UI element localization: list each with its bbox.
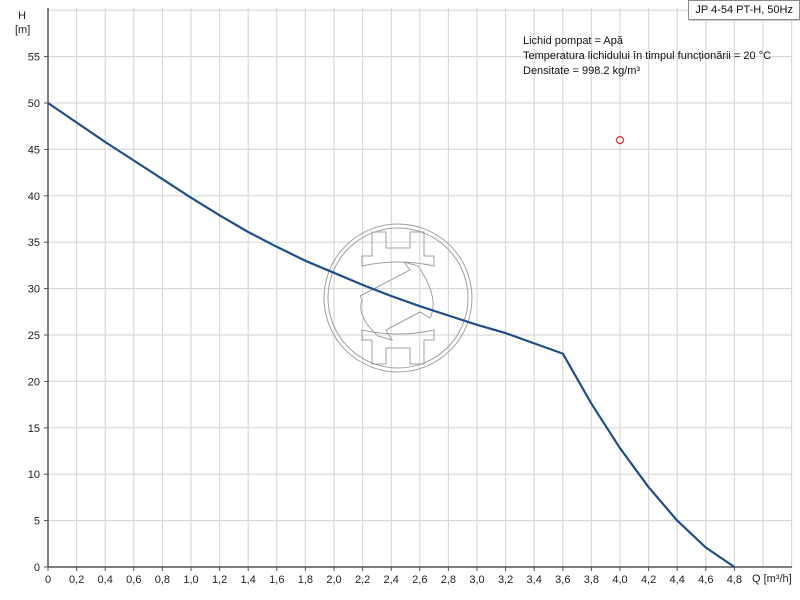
svg-text:4,6: 4,6 bbox=[698, 574, 713, 586]
svg-text:0,2: 0,2 bbox=[69, 574, 84, 586]
y-axis-tick-labels: 0 5 10 15 20 25 30 35 40 45 50 55 bbox=[28, 52, 40, 574]
svg-text:0,4: 0,4 bbox=[98, 574, 113, 586]
svg-text:4,8: 4,8 bbox=[727, 574, 742, 586]
svg-text:3,2: 3,2 bbox=[498, 574, 513, 586]
svg-text:4,4: 4,4 bbox=[670, 574, 685, 586]
svg-text:30: 30 bbox=[28, 284, 40, 296]
svg-text:1,0: 1,0 bbox=[183, 574, 198, 586]
info-temperature: Temperatura lichidului în timpul funcțio… bbox=[523, 50, 771, 62]
svg-text:0: 0 bbox=[45, 574, 51, 586]
svg-text:2,4: 2,4 bbox=[384, 574, 399, 586]
svg-text:1,8: 1,8 bbox=[298, 574, 313, 586]
legend-label: JP 4-54 PT-H, 50Hz bbox=[695, 4, 793, 16]
svg-text:2,0: 2,0 bbox=[326, 574, 341, 586]
svg-text:4,0: 4,0 bbox=[612, 574, 627, 586]
pump-curve-line bbox=[47, 102, 736, 568]
x-axis-tick-labels: 0 0,2 0,4 0,6 0,8 1,0 1,2 1,4 1,6 1,8 2,0 2,2 2,4 2,6… bbox=[45, 574, 742, 586]
svg-text:35: 35 bbox=[28, 237, 40, 249]
axes bbox=[44, 8, 792, 571]
y-axis-title: H bbox=[18, 10, 26, 22]
info-liquid: Lichid pompat = Apă bbox=[523, 35, 624, 47]
svg-text:3,6: 3,6 bbox=[555, 574, 570, 586]
svg-text:1,6: 1,6 bbox=[269, 574, 284, 586]
svg-text:3,8: 3,8 bbox=[584, 574, 599, 586]
svg-text:10: 10 bbox=[28, 469, 40, 481]
svg-text:3,4: 3,4 bbox=[527, 574, 542, 586]
svg-text:25: 25 bbox=[28, 330, 40, 342]
info-density: Densitate = 998.2 kg/m³ bbox=[523, 65, 640, 77]
svg-text:50: 50 bbox=[28, 98, 40, 110]
svg-text:2,2: 2,2 bbox=[355, 574, 370, 586]
svg-text:20: 20 bbox=[28, 376, 40, 388]
svg-text:45: 45 bbox=[28, 144, 40, 156]
operating-point-marker[interactable] bbox=[615, 136, 625, 145]
svg-text:2,8: 2,8 bbox=[441, 574, 456, 586]
svg-text:0: 0 bbox=[34, 562, 40, 574]
svg-text:3,0: 3,0 bbox=[469, 574, 484, 586]
x-axis-title: Q [m³/h] bbox=[752, 573, 792, 585]
y-axis-unit: [m] bbox=[15, 24, 30, 36]
grid-lines bbox=[48, 8, 793, 567]
svg-text:55: 55 bbox=[28, 52, 40, 64]
svg-text:0,8: 0,8 bbox=[155, 574, 170, 586]
legend-pump-model: JP 4-54 PT-H, 50Hz bbox=[688, 0, 800, 20]
svg-text:2,6: 2,6 bbox=[412, 574, 427, 586]
svg-text:4,2: 4,2 bbox=[641, 574, 656, 586]
watermark-logo bbox=[323, 223, 473, 373]
svg-text:40: 40 bbox=[28, 191, 40, 203]
svg-text:1,2: 1,2 bbox=[212, 574, 227, 586]
svg-text:0,6: 0,6 bbox=[126, 574, 141, 586]
svg-text:15: 15 bbox=[28, 423, 40, 435]
svg-text:1,4: 1,4 bbox=[241, 574, 256, 586]
svg-text:5: 5 bbox=[34, 516, 40, 528]
